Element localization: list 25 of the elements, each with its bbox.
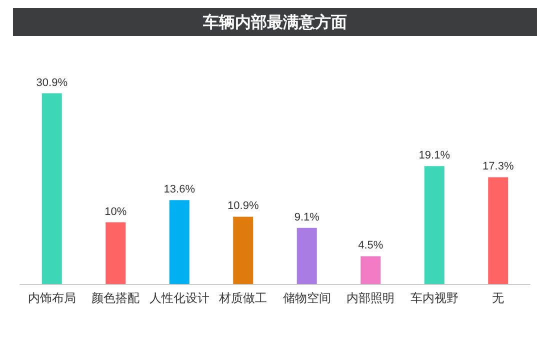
bar bbox=[488, 177, 508, 284]
x-tick-label: 车内视野 bbox=[410, 291, 458, 305]
bar bbox=[233, 216, 254, 284]
x-tick-label: 储物空间 bbox=[282, 291, 331, 305]
x-tick-label: 材质做工 bbox=[218, 291, 268, 305]
x-tick-label: 颜色搭配 bbox=[92, 291, 140, 305]
x-tick-label: 内饰布局 bbox=[28, 291, 76, 305]
bar bbox=[360, 256, 381, 284]
data-label: 13.6% bbox=[164, 184, 196, 196]
bar bbox=[296, 228, 317, 284]
data-label: 4.5% bbox=[358, 240, 384, 252]
data-label: 10% bbox=[104, 206, 127, 218]
x-tick-label: 内部照明 bbox=[346, 291, 395, 305]
bar bbox=[424, 166, 444, 284]
data-label: 19.1% bbox=[418, 150, 450, 162]
data-label: 10.9% bbox=[228, 200, 259, 212]
data-label: 17.3% bbox=[482, 160, 514, 173]
data-label: 9.1% bbox=[294, 211, 320, 224]
x-tick-label: 无 bbox=[492, 291, 504, 305]
bar bbox=[42, 93, 62, 284]
x-tick-label: 人性化设计 bbox=[149, 291, 210, 305]
chart-title: 车辆内部最满意方面 bbox=[202, 12, 347, 32]
bar bbox=[169, 200, 190, 284]
bar bbox=[106, 222, 126, 284]
data-label: 30.9% bbox=[36, 76, 68, 89]
